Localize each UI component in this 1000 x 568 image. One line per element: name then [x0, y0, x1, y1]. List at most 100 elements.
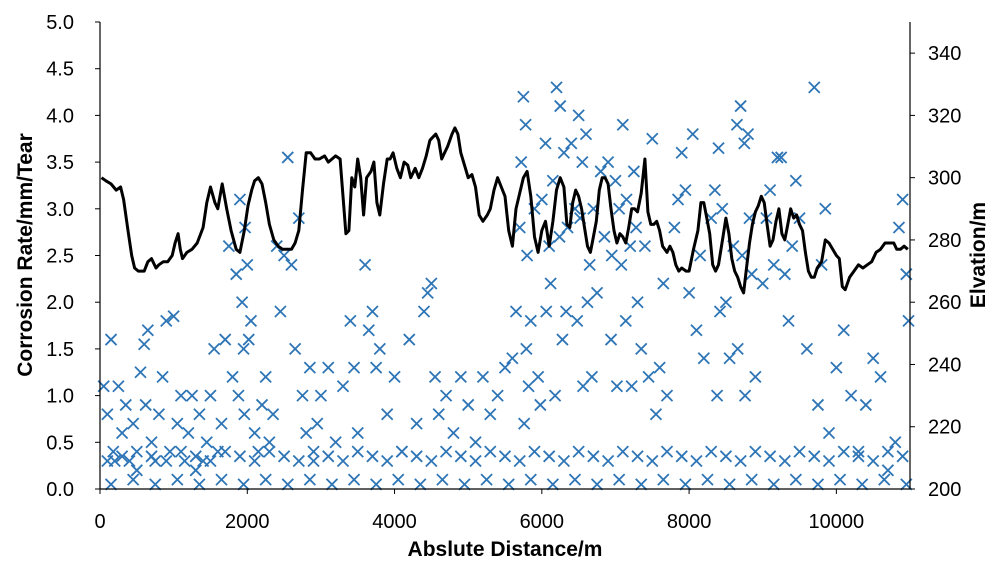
scatter-point-stroke-b	[701, 473, 714, 486]
scatter-point-stroke-b	[735, 249, 749, 262]
scatter-point	[307, 454, 320, 468]
plot-area	[97, 81, 915, 491]
scatter-point	[657, 277, 670, 290]
scatter-point	[303, 473, 317, 486]
scatter-point-stroke-b	[881, 445, 895, 458]
y-tick-label-right: 240	[928, 354, 961, 376]
scatter-point-stroke-b	[171, 417, 184, 430]
scatter-point	[248, 426, 261, 440]
scatter-point-stroke-b	[241, 258, 254, 271]
scatter-point-stroke-b	[627, 165, 641, 178]
scatter-point	[731, 342, 744, 356]
scatter-point-stroke-b	[896, 450, 909, 463]
scatter-point-stroke-b	[568, 473, 582, 486]
scatter-point	[369, 361, 383, 374]
scatter-point-stroke-b	[612, 473, 626, 486]
scatter-point-stroke-b	[193, 478, 206, 491]
scatter-point-stroke-b	[392, 473, 405, 486]
scatter-point	[417, 305, 431, 318]
scatter-point	[149, 478, 162, 491]
scatter-point	[524, 314, 537, 328]
scatter-point-stroke-b	[237, 478, 250, 491]
scatter-point-stroke-b	[307, 454, 320, 468]
scatter-point-stroke-b	[484, 408, 497, 421]
scatter-point-stroke-b	[219, 333, 232, 346]
scatter-point-stroke-b	[811, 478, 825, 491]
scatter-point-stroke-b	[889, 436, 902, 449]
scatter-point-stroke-b	[604, 333, 618, 346]
scatter-point	[625, 380, 638, 393]
scatter-point	[657, 473, 670, 486]
scatter-point	[830, 361, 843, 374]
scatter-point	[833, 473, 847, 486]
scatter-point-stroke-b	[572, 109, 585, 122]
scatter-point-stroke-b	[126, 473, 140, 486]
scatter-point	[130, 464, 143, 477]
scatter-point	[660, 389, 674, 402]
scatter-point-stroke-b	[171, 473, 184, 486]
scatter-point-stroke-b	[657, 473, 670, 486]
scatter-point	[410, 417, 423, 430]
scatter-point-stroke-b	[738, 389, 752, 402]
scatter-point	[351, 426, 364, 440]
scatter-point-stroke-b	[553, 230, 566, 243]
scatter-point-stroke-b	[244, 314, 258, 328]
scatter-point-stroke-b	[134, 366, 147, 379]
scatter-point-stroke-b	[837, 324, 850, 337]
y-tick-label-left: 4.0	[46, 105, 74, 127]
scatter-point	[808, 81, 821, 94]
scatter-point-stroke-b	[322, 450, 335, 463]
scatter-point-stroke-b	[649, 408, 663, 421]
scatter-point	[491, 389, 504, 402]
scatter-point	[793, 445, 806, 458]
scatter-point	[896, 193, 909, 206]
scatter-point	[119, 398, 132, 412]
scatter-point	[369, 478, 383, 491]
scatter-point	[513, 454, 526, 468]
scatter-point-stroke-b	[517, 90, 530, 103]
scatter-point-stroke-b	[235, 296, 249, 309]
scatter-point	[232, 389, 245, 402]
scatter-point-stroke-b	[222, 240, 236, 253]
scatter-point-stroke-b	[439, 445, 453, 458]
scatter-point	[230, 268, 243, 281]
scatter-point-stroke-b	[369, 361, 383, 374]
scatter-point-stroke-b	[303, 361, 317, 374]
scatter-point-stroke-b	[730, 118, 744, 131]
scatter-point	[274, 305, 287, 318]
scatter-point-stroke-b	[336, 454, 350, 468]
scatter-point	[303, 361, 317, 374]
scatter-point	[627, 165, 641, 178]
scatter-point-stroke-b	[616, 445, 629, 458]
scatter-point	[756, 277, 769, 290]
scatter-point-stroke-b	[520, 342, 533, 356]
scatter-point	[226, 370, 239, 384]
scatter-point-stroke-b	[233, 450, 247, 463]
scatter-point	[749, 445, 762, 458]
scatter-point	[605, 249, 618, 262]
scatter-point-stroke-b	[690, 454, 703, 468]
scatter-point	[235, 296, 249, 309]
scatter-point	[329, 436, 342, 449]
scatter-point-stroke-b	[513, 221, 526, 234]
scatter-point	[515, 155, 528, 169]
scatter-point	[336, 380, 350, 393]
scatter-point-stroke-b	[238, 408, 251, 421]
scatter-point	[366, 450, 379, 463]
scatter-point-stroke-b	[774, 151, 788, 164]
scatter-point	[347, 361, 361, 374]
scatter-point	[690, 454, 703, 468]
y-tick-label-left: 2.0	[46, 292, 74, 314]
scatter-point-stroke-b	[572, 445, 585, 458]
scatter-point-stroke-b	[274, 305, 287, 318]
scatter-point	[874, 370, 887, 384]
scatter-point	[296, 389, 309, 402]
y-tick-label-right: 200	[928, 479, 961, 501]
scatter-point	[881, 464, 895, 477]
scatter-point	[193, 478, 206, 491]
scatter-point-stroke-b	[767, 478, 780, 491]
scatter-point-stroke-b	[311, 417, 324, 430]
scatter-point	[134, 366, 147, 379]
scatter-point-stroke-b	[745, 473, 758, 486]
scatter-point-stroke-b	[204, 454, 217, 468]
